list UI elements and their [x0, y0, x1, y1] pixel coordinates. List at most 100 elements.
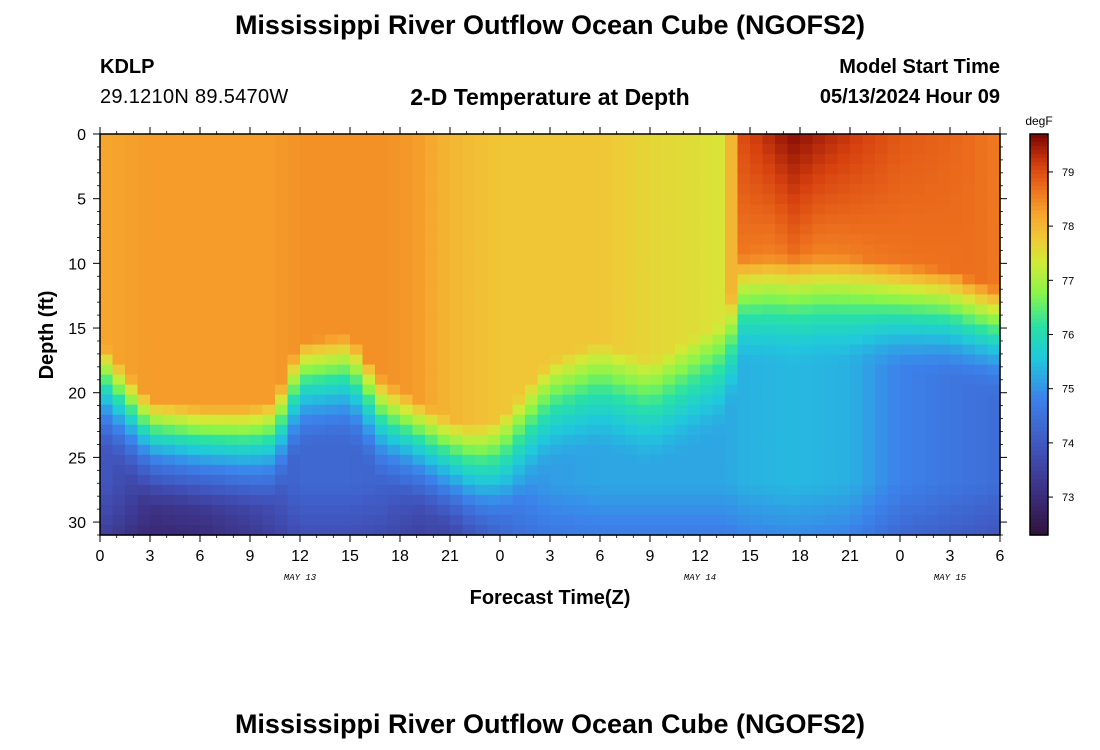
- heatmap-cell: [350, 494, 364, 506]
- heatmap-cell: [562, 404, 576, 416]
- heatmap-cell: [162, 254, 176, 265]
- heatmap-cell: [812, 414, 826, 426]
- heatmap-cell: [150, 244, 164, 255]
- heatmap-cell: [687, 424, 701, 436]
- heatmap-cell: [112, 244, 126, 255]
- heatmap-cell: [262, 274, 276, 285]
- heatmap-cell: [937, 404, 951, 416]
- heatmap-cell: [150, 364, 164, 376]
- heatmap-cell: [200, 294, 214, 306]
- heatmap-cell: [612, 444, 626, 456]
- heatmap-cell: [812, 254, 826, 265]
- heatmap-cell: [775, 394, 789, 406]
- heatmap-cell: [225, 244, 239, 255]
- heatmap-cell: [700, 334, 714, 346]
- heatmap-cell: [725, 454, 739, 466]
- heatmap-cell: [325, 244, 339, 255]
- heatmap-cell: [375, 284, 389, 296]
- heatmap-cell: [800, 274, 814, 285]
- heatmap-cell: [812, 154, 826, 165]
- heatmap-cell: [512, 384, 526, 396]
- heatmap-cell: [212, 294, 226, 306]
- heatmap-cell: [387, 274, 401, 285]
- heatmap-cell: [437, 344, 451, 356]
- heatmap-cell: [162, 224, 176, 235]
- heatmap-cell: [300, 184, 314, 195]
- heatmap-cell: [175, 174, 189, 185]
- heatmap-cell: [162, 194, 176, 205]
- heatmap-cell: [162, 374, 176, 386]
- heatmap-cell: [537, 504, 551, 516]
- heatmap-cell: [200, 464, 214, 476]
- heatmap-cell: [162, 464, 176, 476]
- heatmap-cell: [162, 144, 176, 155]
- heatmap-cell: [700, 394, 714, 406]
- heatmap-cell: [612, 524, 626, 536]
- heatmap-cell: [337, 244, 351, 255]
- heatmap-cell: [250, 464, 264, 476]
- heatmap-cell: [187, 364, 201, 376]
- heatmap-cell: [150, 204, 164, 215]
- colorbar-band: [1030, 394, 1048, 400]
- heatmap-cell: [887, 494, 901, 506]
- heatmap-cell: [300, 354, 314, 366]
- heatmap-cell: [612, 354, 626, 366]
- heatmap-cell: [162, 334, 176, 346]
- heatmap-cell: [525, 184, 539, 195]
- heatmap-cell: [775, 514, 789, 526]
- heatmap-cell: [287, 254, 301, 265]
- colorbar-band: [1030, 350, 1048, 356]
- heatmap-cell: [337, 364, 351, 376]
- heatmap-cell: [400, 434, 414, 446]
- heatmap-cell: [650, 244, 664, 255]
- heatmap-cell: [712, 314, 726, 326]
- heatmap-cell: [312, 194, 326, 205]
- heatmap-cell: [700, 374, 714, 386]
- heatmap-cell: [287, 514, 301, 526]
- heatmap-cell: [737, 264, 751, 275]
- heatmap-cell: [212, 234, 226, 245]
- heatmap-cell: [975, 254, 989, 265]
- heatmap-cell: [200, 284, 214, 296]
- heatmap-cell: [287, 524, 301, 536]
- heatmap-cell: [575, 314, 589, 326]
- heatmap-cell: [775, 444, 789, 456]
- heatmap-cell: [262, 434, 276, 446]
- heatmap-cell: [862, 134, 876, 145]
- heatmap-cell: [950, 404, 964, 416]
- heatmap-cell: [350, 514, 364, 526]
- heatmap-cell: [175, 414, 189, 426]
- heatmap-cell: [725, 474, 739, 486]
- heatmap-cell: [687, 404, 701, 416]
- heatmap-cell: [662, 284, 676, 296]
- heatmap-cell: [650, 324, 664, 336]
- heatmap-cell: [325, 224, 339, 235]
- heatmap-cell: [975, 454, 989, 466]
- heatmap-cell: [475, 424, 489, 436]
- heatmap-cell: [200, 324, 214, 336]
- heatmap-cell: [862, 514, 876, 526]
- heatmap-cell: [862, 334, 876, 346]
- heatmap-cell: [525, 214, 539, 225]
- heatmap-cell: [887, 454, 901, 466]
- heatmap-cell: [475, 504, 489, 516]
- heatmap-cell: [375, 304, 389, 316]
- heatmap-cell: [525, 274, 539, 285]
- heatmap-cell: [975, 514, 989, 526]
- colorbar-band: [1030, 186, 1048, 191]
- heatmap-cell: [187, 444, 201, 456]
- heatmap-cell: [912, 374, 926, 386]
- heatmap-cell: [487, 144, 501, 155]
- heatmap-cell: [150, 454, 164, 466]
- heatmap-cell: [987, 474, 1001, 486]
- heatmap-cell: [100, 384, 114, 396]
- heatmap-cell: [950, 244, 964, 255]
- heatmap-cell: [937, 354, 951, 366]
- heatmap-cell: [612, 514, 626, 526]
- heatmap-cell: [125, 324, 139, 336]
- heatmap-cell: [937, 454, 951, 466]
- heatmap-cell: [337, 184, 351, 195]
- heatmap-cell: [887, 154, 901, 165]
- heatmap-cell: [412, 374, 426, 386]
- heatmap-cell: [737, 374, 751, 386]
